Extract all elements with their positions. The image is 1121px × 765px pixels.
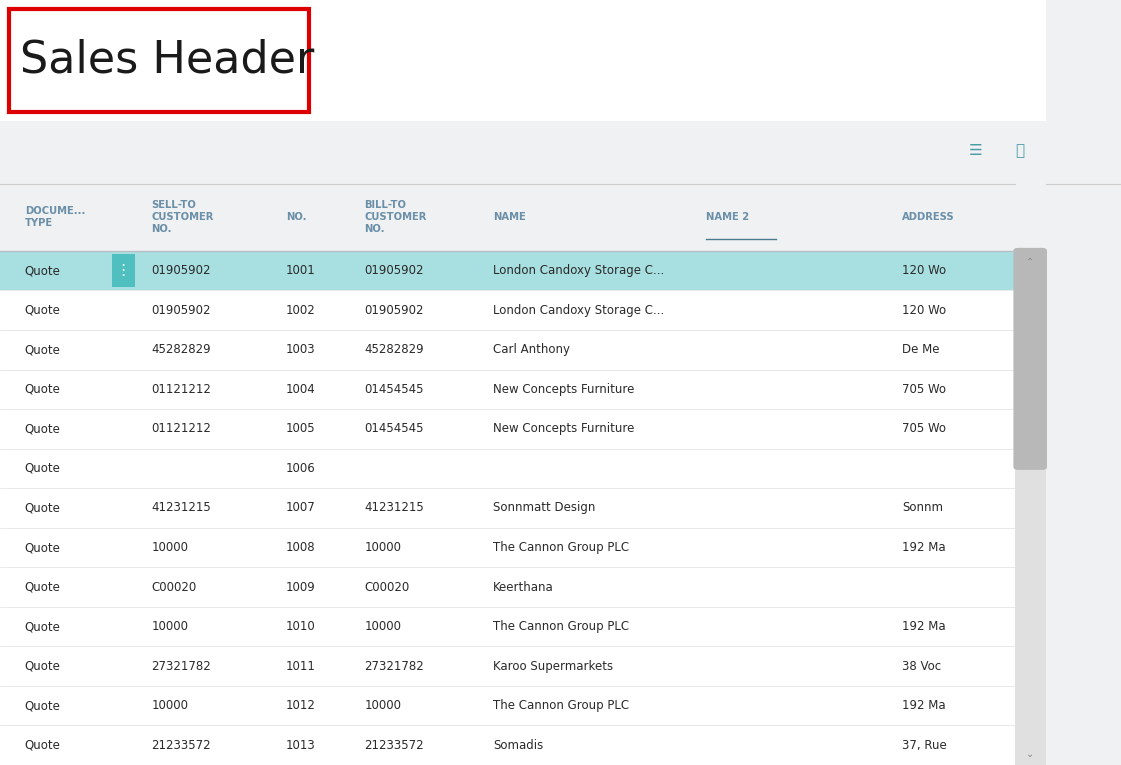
Text: The Cannon Group PLC: The Cannon Group PLC: [493, 620, 629, 633]
Text: 1003: 1003: [286, 343, 315, 356]
Text: De Me: De Me: [902, 343, 939, 356]
Text: New Concepts Furniture: New Concepts Furniture: [493, 382, 634, 396]
Text: 120 Wo: 120 Wo: [902, 304, 946, 317]
Text: 1007: 1007: [286, 502, 316, 514]
Text: Sonnmatt Design: Sonnmatt Design: [493, 502, 595, 514]
Text: Carl Anthony: Carl Anthony: [493, 343, 571, 356]
Text: DOCUME...
TYPE: DOCUME... TYPE: [25, 207, 85, 228]
Text: 10000: 10000: [151, 541, 188, 554]
Text: Quote: Quote: [25, 541, 61, 554]
Text: Keerthana: Keerthana: [493, 581, 554, 594]
FancyBboxPatch shape: [112, 254, 135, 288]
Text: C00020: C00020: [364, 581, 409, 594]
Text: 38 Voc: 38 Voc: [902, 659, 942, 672]
Text: 120 Wo: 120 Wo: [902, 264, 946, 277]
Text: 41231215: 41231215: [151, 502, 211, 514]
Text: 21233572: 21233572: [151, 739, 211, 752]
Text: The Cannon Group PLC: The Cannon Group PLC: [493, 699, 629, 712]
Text: 27321782: 27321782: [364, 659, 424, 672]
Text: Quote: Quote: [25, 264, 61, 277]
Text: ⋮: ⋮: [115, 263, 131, 278]
Text: 1002: 1002: [286, 304, 316, 317]
Text: SELL-TO
CUSTOMER
NO.: SELL-TO CUSTOMER NO.: [151, 200, 214, 234]
Text: Quote: Quote: [25, 699, 61, 712]
Text: Quote: Quote: [25, 422, 61, 435]
Text: 01454545: 01454545: [364, 382, 424, 396]
Text: NO.: NO.: [286, 212, 306, 223]
Text: 41231215: 41231215: [364, 502, 424, 514]
Text: Karoo Supermarkets: Karoo Supermarkets: [493, 659, 613, 672]
Text: 37, Rue: 37, Rue: [902, 739, 947, 752]
Text: 1001: 1001: [286, 264, 316, 277]
Text: 45282829: 45282829: [364, 343, 424, 356]
Text: Quote: Quote: [25, 739, 61, 752]
Text: Quote: Quote: [25, 382, 61, 396]
Text: Quote: Quote: [25, 343, 61, 356]
Text: 10000: 10000: [364, 620, 401, 633]
Text: 01905902: 01905902: [151, 264, 211, 277]
Text: The Cannon Group PLC: The Cannon Group PLC: [493, 541, 629, 554]
Text: 01905902: 01905902: [151, 304, 211, 317]
Text: 10000: 10000: [151, 620, 188, 633]
Text: ⌄: ⌄: [1026, 749, 1035, 760]
Text: 10000: 10000: [151, 699, 188, 712]
Text: 1005: 1005: [286, 422, 315, 435]
Text: Quote: Quote: [25, 581, 61, 594]
Text: 192 Ma: 192 Ma: [902, 620, 946, 633]
Text: 45282829: 45282829: [151, 343, 211, 356]
Text: 21233572: 21233572: [364, 739, 424, 752]
FancyBboxPatch shape: [0, 121, 1121, 184]
Text: 01454545: 01454545: [364, 422, 424, 435]
Text: Sonnm: Sonnm: [902, 502, 944, 514]
Text: 1010: 1010: [286, 620, 316, 633]
FancyBboxPatch shape: [0, 184, 1015, 765]
Text: Quote: Quote: [25, 620, 61, 633]
FancyBboxPatch shape: [1015, 251, 1046, 765]
FancyBboxPatch shape: [0, 0, 1121, 121]
Text: Somadis: Somadis: [493, 739, 544, 752]
FancyBboxPatch shape: [1046, 0, 1121, 765]
Text: ⌃: ⌃: [1026, 256, 1035, 267]
Text: BILL-TO
CUSTOMER
NO.: BILL-TO CUSTOMER NO.: [364, 200, 427, 234]
Text: London Candoxy Storage C...: London Candoxy Storage C...: [493, 304, 665, 317]
Text: ⤢: ⤢: [1016, 144, 1025, 158]
Text: 01121212: 01121212: [151, 422, 211, 435]
Text: 01905902: 01905902: [364, 264, 424, 277]
FancyBboxPatch shape: [1013, 248, 1047, 470]
Text: NAME: NAME: [493, 212, 526, 223]
Text: 192 Ma: 192 Ma: [902, 699, 946, 712]
Text: 705 Wo: 705 Wo: [902, 422, 946, 435]
Text: Quote: Quote: [25, 659, 61, 672]
Text: Quote: Quote: [25, 462, 61, 475]
Text: 1004: 1004: [286, 382, 316, 396]
Text: 705 Wo: 705 Wo: [902, 382, 946, 396]
Text: C00020: C00020: [151, 581, 196, 594]
Text: 192 Ma: 192 Ma: [902, 541, 946, 554]
Text: 1011: 1011: [286, 659, 316, 672]
Text: ☰: ☰: [969, 144, 982, 158]
Text: NAME 2: NAME 2: [706, 212, 749, 223]
Text: 01121212: 01121212: [151, 382, 211, 396]
Text: 1013: 1013: [286, 739, 316, 752]
FancyBboxPatch shape: [0, 184, 1015, 251]
FancyBboxPatch shape: [9, 9, 309, 112]
Text: New Concepts Furniture: New Concepts Furniture: [493, 422, 634, 435]
Text: 1008: 1008: [286, 541, 315, 554]
Text: 10000: 10000: [364, 541, 401, 554]
Text: Quote: Quote: [25, 502, 61, 514]
Text: 1012: 1012: [286, 699, 316, 712]
Text: London Candoxy Storage C...: London Candoxy Storage C...: [493, 264, 665, 277]
Text: 01905902: 01905902: [364, 304, 424, 317]
Text: 10000: 10000: [364, 699, 401, 712]
Text: 1006: 1006: [286, 462, 316, 475]
Text: Quote: Quote: [25, 304, 61, 317]
FancyBboxPatch shape: [0, 251, 1015, 291]
Text: 1009: 1009: [286, 581, 316, 594]
Text: ADDRESS: ADDRESS: [902, 212, 955, 223]
Text: 27321782: 27321782: [151, 659, 211, 672]
Text: Sales Header: Sales Header: [20, 39, 315, 82]
